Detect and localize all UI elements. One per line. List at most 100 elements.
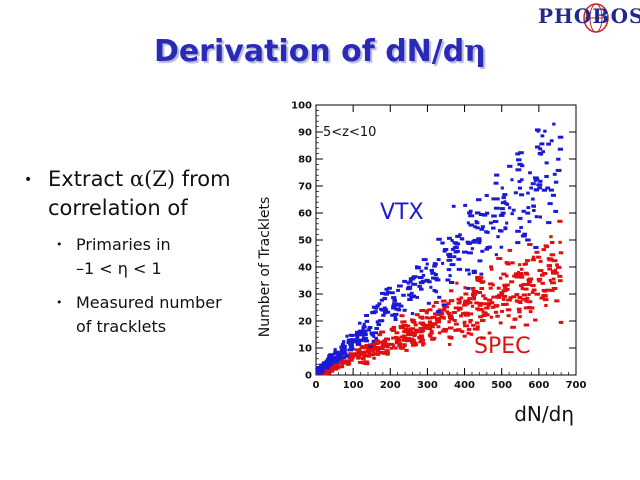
data-point-vtx <box>552 122 556 126</box>
data-point-spec <box>398 324 404 328</box>
data-point-spec <box>428 322 434 326</box>
data-point-vtx <box>336 357 342 361</box>
data-point-vtx <box>553 209 559 213</box>
data-point-spec <box>379 347 385 350</box>
data-point-spec <box>394 331 400 335</box>
data-point-vtx <box>515 152 521 156</box>
data-point-vtx <box>538 147 543 151</box>
data-point-vtx <box>432 262 437 266</box>
data-point-vtx <box>437 295 442 299</box>
data-point-spec <box>384 337 390 341</box>
data-point-spec <box>402 338 407 342</box>
tracklets-scatter-chart: 0 10 20 30 40 50 60 70 80 90 100 0 100 200 300 400 500 6… <box>257 101 586 427</box>
y-tick-label: 80 <box>298 155 312 166</box>
data-point-spec <box>472 297 476 301</box>
data-point-spec <box>520 297 527 301</box>
data-point-spec <box>433 312 437 316</box>
data-point-vtx <box>382 308 389 312</box>
data-point-spec <box>453 322 459 326</box>
data-point-vtx <box>354 333 360 337</box>
data-point-vtx <box>521 209 526 213</box>
data-point-spec <box>449 289 454 293</box>
data-point-spec <box>375 346 381 350</box>
data-point-vtx <box>493 181 499 185</box>
data-point-spec <box>448 299 455 303</box>
data-point-vtx <box>359 333 365 337</box>
data-point-vtx <box>375 320 380 324</box>
data-point-spec <box>401 323 408 327</box>
data-point-vtx <box>348 333 355 337</box>
data-point-spec <box>462 334 467 338</box>
data-point-vtx <box>419 269 424 273</box>
data-point-spec <box>534 292 540 296</box>
data-point-spec <box>349 352 353 356</box>
data-point-vtx <box>467 272 471 276</box>
data-point-vtx <box>448 274 452 278</box>
data-point-spec <box>469 332 474 336</box>
data-point-vtx <box>429 285 433 289</box>
data-point-spec <box>437 331 442 335</box>
data-point-vtx <box>340 351 347 355</box>
data-point-spec <box>505 274 509 278</box>
data-point-vtx <box>322 362 329 366</box>
data-point-spec <box>433 301 439 304</box>
data-point-vtx <box>478 213 485 216</box>
data-point-vtx <box>344 354 350 358</box>
data-point-spec <box>521 283 526 286</box>
data-point-spec <box>496 295 502 299</box>
slide-title: Derivation of dN/dη <box>0 34 640 69</box>
data-point-spec <box>540 281 545 285</box>
data-point-spec <box>489 267 494 271</box>
data-point-vtx <box>492 220 499 223</box>
title-symbol: η <box>464 34 487 69</box>
data-point-vtx <box>340 343 345 347</box>
data-point-spec <box>551 259 558 263</box>
y-tick-label: 60 <box>298 209 312 220</box>
data-point-spec <box>409 331 416 335</box>
y-tick-label: 70 <box>298 182 312 193</box>
data-point-spec <box>440 299 447 303</box>
data-point-spec <box>352 352 358 356</box>
data-point-spec <box>501 272 507 276</box>
data-point-vtx <box>345 334 349 338</box>
data-point-spec <box>400 335 407 339</box>
data-point-vtx <box>402 308 407 312</box>
data-point-vtx <box>517 186 522 190</box>
data-point-vtx <box>407 298 413 301</box>
data-point-vtx <box>473 225 477 229</box>
data-point-vtx <box>383 292 389 296</box>
data-point-spec <box>498 321 503 325</box>
data-point-spec <box>500 293 504 297</box>
data-point-spec <box>496 286 501 290</box>
data-point-vtx <box>327 356 332 360</box>
bullet-list: • Extract α(Z) from correlation of • Pri… <box>24 165 254 339</box>
data-point-vtx <box>468 214 475 218</box>
data-point-vtx <box>475 226 480 230</box>
data-point-spec <box>374 339 380 343</box>
data-point-vtx <box>382 297 387 301</box>
data-point-vtx <box>358 329 364 333</box>
data-point-spec <box>373 352 378 356</box>
data-point-vtx <box>463 203 468 207</box>
data-point-vtx <box>450 239 454 242</box>
data-point-spec <box>356 350 361 354</box>
data-point-spec <box>363 346 370 350</box>
data-point-vtx <box>543 129 547 133</box>
data-point-vtx <box>502 193 508 197</box>
data-point-vtx <box>484 230 489 234</box>
data-point-spec <box>511 295 517 299</box>
x-tick-label: 200 <box>380 380 401 391</box>
data-point-spec <box>357 349 362 352</box>
y-tick-label: 40 <box>298 263 312 274</box>
data-point-vtx <box>477 241 481 245</box>
data-point-vtx <box>392 299 397 302</box>
data-point-vtx <box>466 242 472 245</box>
data-point-spec <box>558 279 563 283</box>
data-point-vtx <box>557 135 564 139</box>
data-point-spec <box>459 314 463 318</box>
data-point-spec <box>538 259 543 263</box>
data-point-vtx <box>450 247 456 251</box>
data-point-spec <box>481 294 486 298</box>
data-point-vtx <box>392 302 398 306</box>
data-point-vtx <box>434 290 439 294</box>
